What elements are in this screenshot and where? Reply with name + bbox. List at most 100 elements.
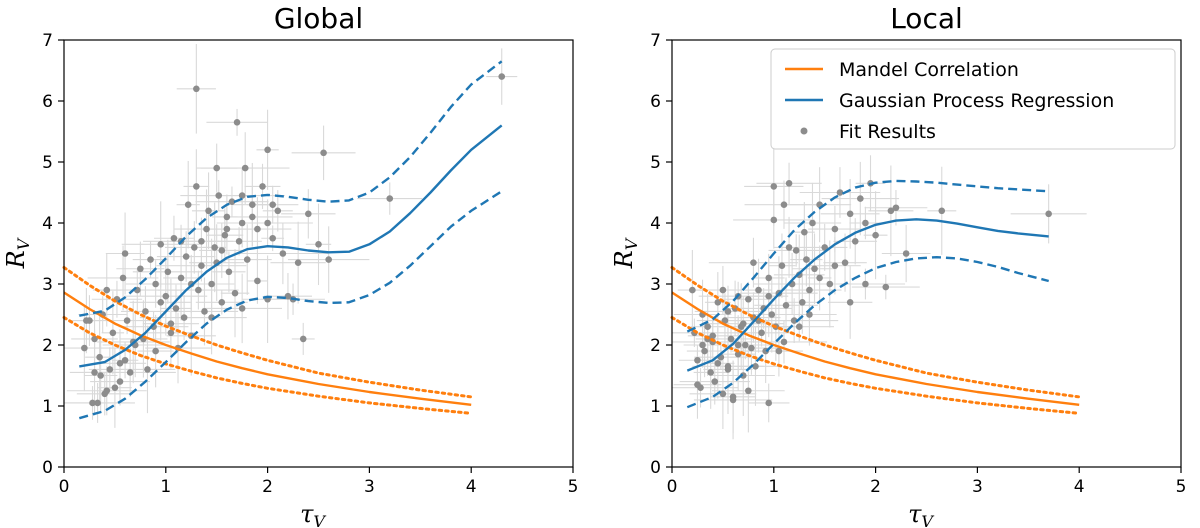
- y-tick-label: 5: [650, 153, 661, 173]
- fit-result-point: [803, 256, 810, 263]
- fit-result-point: [752, 363, 759, 370]
- fit-result-point: [152, 280, 159, 288]
- fit-result-point: [782, 302, 790, 309]
- global-gaussian-process-regression-lower-line: [78, 190, 503, 420]
- fit-result-point: [233, 119, 241, 126]
- fit-result-point: [123, 317, 131, 324]
- fit-result-point: [147, 256, 154, 263]
- fit-result-point: [801, 228, 808, 236]
- fit-result-point: [841, 259, 849, 266]
- fit-result-point: [274, 207, 282, 215]
- fit-result-point: [195, 286, 202, 294]
- x-tick-label: 1: [160, 477, 171, 497]
- fit-result-point: [320, 149, 327, 157]
- fit-result-point: [241, 164, 249, 172]
- fit-result-point: [111, 384, 119, 392]
- global-axes-frame: [63, 39, 574, 468]
- fit-result-point: [167, 320, 175, 327]
- fit-result-point: [821, 244, 828, 251]
- fit-result-point: [83, 317, 90, 324]
- fit-result-point: [103, 286, 111, 294]
- y-tick-label: 1: [42, 397, 53, 417]
- global-mandel-correlation-line: [63, 291, 472, 406]
- y-axis-symbol: R: [610, 250, 638, 269]
- fit-result-point: [254, 277, 261, 285]
- x-axis-symbol: τ: [908, 500, 922, 528]
- fit-result-point: [215, 192, 223, 199]
- global-mandel-correlation-lower-line: [62, 316, 473, 415]
- fit-result-point: [119, 274, 127, 282]
- legend: Mandel Correlation Gaussian Process Regre…: [770, 48, 1176, 150]
- fit-result-point: [719, 286, 727, 294]
- global-x-axis-label: τV: [300, 500, 326, 528]
- global-mandel-correlation-upper-line: [62, 266, 473, 399]
- global-fit-results: [81, 73, 506, 407]
- fit-result-point: [768, 311, 776, 318]
- fit-result-point: [218, 247, 226, 254]
- x-tick-label: 3: [364, 477, 375, 497]
- fit-result-point: [223, 225, 231, 233]
- fit-result-point: [704, 323, 711, 331]
- fit-result-point: [836, 189, 844, 196]
- y-axis-subscript: V: [622, 237, 641, 250]
- fit-result-point: [162, 292, 170, 300]
- fit-result-point: [172, 305, 180, 312]
- local-mandel-correlation-lower-line: [670, 316, 1081, 415]
- fit-result-point: [249, 213, 256, 221]
- global-gaussian-process-regression-upper-line: [79, 60, 503, 317]
- fit-result-point: [851, 238, 859, 245]
- fit-result-point: [785, 244, 793, 251]
- fit-result-point: [325, 256, 332, 263]
- fit-result-point: [872, 231, 879, 239]
- fit-result-point: [882, 283, 890, 291]
- fit-result-point: [741, 341, 749, 349]
- x-tick-label: 5: [1176, 477, 1187, 497]
- fit-result-point: [315, 241, 322, 248]
- x-tick-label: 0: [667, 477, 678, 497]
- fit-result-point: [243, 256, 251, 263]
- fit-result-point: [806, 286, 813, 294]
- fit-result-point: [213, 164, 220, 172]
- fit-result-point: [724, 363, 732, 370]
- fit-result-point: [862, 219, 869, 227]
- fit-result-point: [284, 292, 292, 300]
- fit-result-point: [218, 299, 226, 306]
- fit-result-point: [887, 207, 895, 215]
- fit-result-point: [831, 225, 839, 233]
- fit-result-point: [809, 219, 816, 227]
- fit-result-point: [89, 399, 96, 407]
- fit-result-point: [157, 241, 165, 248]
- fit-result-point: [198, 238, 205, 245]
- fit-result-point: [765, 292, 773, 300]
- y-tick-label: 0: [650, 458, 661, 478]
- fit-result-point: [745, 387, 752, 395]
- fit-result-point: [126, 369, 134, 376]
- y-tick-label: 1: [650, 397, 661, 417]
- fit-result-point: [121, 250, 129, 257]
- y-tick-label: 7: [650, 31, 661, 51]
- fit-result-point: [846, 210, 854, 218]
- fit-result-point: [164, 268, 172, 276]
- fit-result-point: [862, 280, 869, 288]
- fit-result-point: [294, 259, 302, 266]
- fit-result-point: [765, 274, 773, 282]
- fit-result-point: [721, 317, 729, 324]
- fit-result-point: [235, 238, 243, 245]
- x-axis-subscript: V: [313, 512, 326, 528]
- fit-result-point: [109, 329, 117, 337]
- fit-result-point: [699, 341, 706, 349]
- fit-result-point: [714, 299, 722, 306]
- fit-result-point: [711, 378, 719, 385]
- y-tick-label: 4: [650, 214, 661, 234]
- x-tick-label: 1: [768, 477, 779, 497]
- fit-result-point: [795, 323, 803, 331]
- fit-result-point: [831, 262, 839, 270]
- fit-result-point: [724, 308, 732, 315]
- fit-result-point: [81, 344, 88, 352]
- global-gaussian-process-regression-line: [79, 124, 503, 368]
- local-chart-title: Local: [890, 2, 963, 35]
- fit-result-point: [152, 347, 159, 355]
- fit-result-point: [780, 201, 788, 208]
